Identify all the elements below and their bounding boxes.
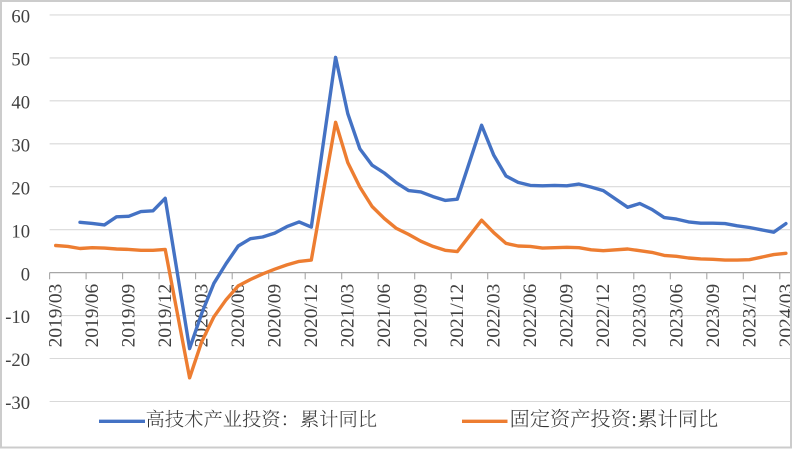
svg-text:2021/06: 2021/06 [374,283,395,347]
svg-text:2019/09: 2019/09 [119,284,140,348]
svg-text:2020/06: 2020/06 [228,283,249,347]
svg-text:2019/12: 2019/12 [155,284,176,348]
svg-text:40: 40 [11,93,30,114]
svg-text:2021/12: 2021/12 [447,284,468,348]
svg-text:2022/12: 2022/12 [593,284,614,348]
svg-text:2019/06: 2019/06 [82,283,103,347]
svg-text:-10: -10 [5,307,30,328]
svg-text:10: 10 [11,221,30,242]
svg-text:2022/09: 2022/09 [557,284,578,348]
svg-text:20: 20 [11,178,30,199]
svg-text:-20: -20 [5,350,30,371]
svg-text:2023/12: 2023/12 [739,284,760,348]
svg-text:2023/06: 2023/06 [666,283,687,347]
svg-text:50: 50 [11,50,30,71]
svg-text:2021/09: 2021/09 [411,284,432,348]
svg-text:2021/03: 2021/03 [338,284,359,348]
svg-text:2023/09: 2023/09 [703,284,724,348]
svg-text:2022/06: 2022/06 [520,283,541,347]
svg-text:0: 0 [21,264,30,285]
svg-text:2020/09: 2020/09 [265,284,286,348]
svg-text:2022/03: 2022/03 [484,284,505,348]
svg-text:2019/03: 2019/03 [46,284,67,348]
svg-text:30: 30 [11,136,30,157]
svg-text:60: 60 [11,7,30,28]
svg-text:2024/03: 2024/03 [776,284,794,348]
svg-text:2023/03: 2023/03 [630,284,651,348]
svg-text:-30: -30 [5,393,30,414]
svg-text:2020/12: 2020/12 [301,284,322,348]
